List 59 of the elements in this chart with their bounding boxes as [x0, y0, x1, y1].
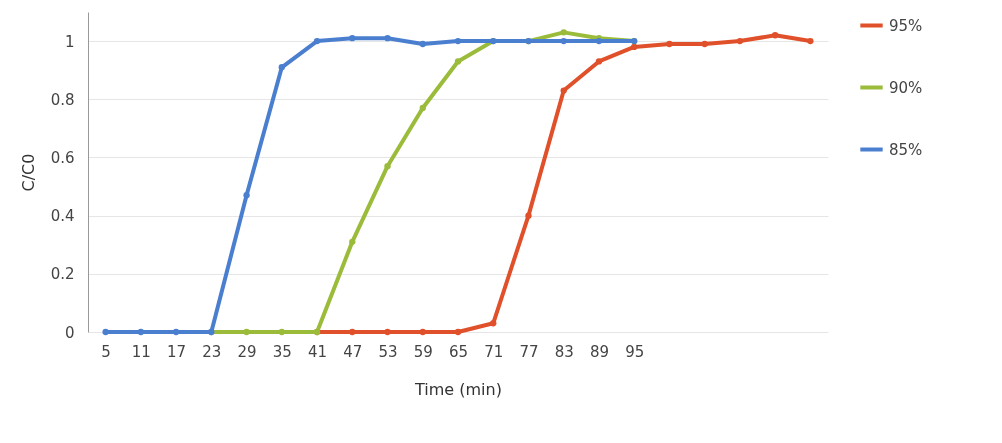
y-tick-label: 0	[64, 323, 75, 342]
point	[384, 163, 391, 170]
x-tick-label: 53	[378, 342, 398, 361]
point	[771, 32, 779, 39]
point	[419, 328, 426, 336]
point	[454, 58, 462, 65]
point	[560, 37, 567, 45]
point	[454, 37, 462, 45]
x-tick-label: 35	[272, 342, 292, 361]
point	[701, 40, 708, 48]
point	[807, 37, 814, 45]
y-tick-label: 0.4	[50, 207, 75, 226]
point	[525, 212, 532, 219]
point	[384, 35, 391, 42]
point	[102, 328, 109, 336]
point	[278, 328, 285, 336]
x-tick-label: 95	[625, 342, 645, 361]
point	[595, 58, 603, 65]
x-tick-label: 17	[167, 342, 187, 361]
point	[349, 328, 356, 336]
x-tick-label: 71	[484, 342, 504, 361]
y-tick-label: 0.2	[50, 265, 75, 284]
point	[384, 328, 391, 336]
point	[490, 320, 497, 327]
y-tick-label: 1	[64, 32, 75, 51]
point	[137, 328, 145, 336]
point	[313, 37, 321, 45]
x-tick-label: 41	[308, 342, 328, 361]
x-tick-label: 65	[448, 342, 469, 361]
point	[349, 35, 356, 42]
point	[666, 40, 673, 48]
x-tick-label: 23	[202, 342, 222, 361]
x-tick-label: 29	[237, 342, 257, 361]
x-tick-label: 5	[101, 342, 111, 361]
point	[454, 328, 462, 336]
y-tick-label: 0.6	[50, 148, 75, 167]
x-tick-label: 11	[131, 342, 151, 361]
legend-label: 95%	[889, 16, 923, 35]
x-tick-label: 83	[554, 342, 574, 361]
point	[419, 104, 426, 112]
x-tick-label: 77	[519, 342, 539, 361]
point	[560, 87, 567, 94]
x-axis-title: Time (min)	[414, 379, 502, 399]
point	[172, 328, 180, 336]
x-tick-label: 89	[589, 342, 609, 361]
point	[349, 238, 356, 245]
point	[419, 40, 426, 48]
legend-label: 90%	[889, 78, 923, 97]
point	[243, 328, 250, 336]
y-tick-label: 0.8	[50, 90, 75, 109]
x-tick-label: 47	[343, 342, 363, 361]
point	[736, 37, 744, 45]
point	[560, 29, 567, 36]
legend-label: 85%	[889, 140, 923, 159]
point	[278, 64, 285, 71]
point	[243, 192, 250, 199]
y-axis-title: C/C0	[18, 153, 38, 192]
x-tick-label: 59	[413, 342, 433, 361]
point	[631, 43, 638, 51]
